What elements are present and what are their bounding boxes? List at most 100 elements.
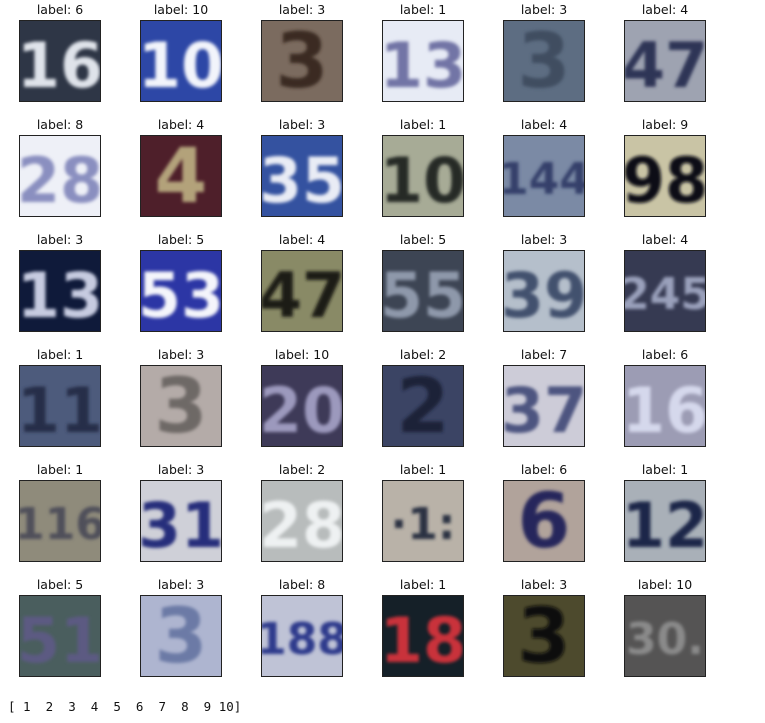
digit-image: ·1: <box>383 481 463 561</box>
sample-cell: label: 6 6 <box>503 462 585 562</box>
house-number-digits: 2 <box>397 366 450 446</box>
sample-cell: label: 2 28 <box>261 462 343 562</box>
digit-thumbnail: 37 <box>503 365 585 447</box>
sample-label: label: 1 <box>36 462 84 477</box>
digit-image: 39 <box>504 251 584 331</box>
sample-label: label: 8 <box>278 577 326 592</box>
sample-cell: label: 1 12 <box>624 462 706 562</box>
digit-image: 51 <box>20 596 100 676</box>
digit-thumbnail: 116 <box>19 480 101 562</box>
digit-thumbnail: 2 <box>382 365 464 447</box>
digit-image: 144 <box>504 136 584 216</box>
digit-thumbnail: 20 <box>261 365 343 447</box>
sample-cell: label: 5 55 <box>382 232 464 332</box>
sample-cell: label: 10 30. <box>624 577 706 677</box>
digit-image: 47 <box>625 21 705 101</box>
digit-thumbnail: 35 <box>261 135 343 217</box>
digit-thumbnail: 47 <box>261 250 343 332</box>
digit-thumbnail: 16 <box>19 20 101 102</box>
digit-image: 55 <box>383 251 463 331</box>
sample-label: label: 3 <box>520 232 568 247</box>
sample-label: label: 1 <box>399 462 447 477</box>
sample-cell: label: 4 144 <box>503 117 585 217</box>
digit-image: 16 <box>625 366 705 446</box>
digit-image: 3 <box>141 596 221 676</box>
house-number-digits: 30. <box>626 614 704 665</box>
sample-label: label: 5 <box>157 232 205 247</box>
digit-thumbnail: ·1: <box>382 480 464 562</box>
digit-image: 11 <box>20 366 100 446</box>
sample-label: label: 6 <box>520 462 568 477</box>
house-number-digits: 37 <box>504 374 584 446</box>
digit-image: 245 <box>625 251 705 331</box>
sample-cell: label: 8 28 <box>19 117 101 217</box>
digit-image: 13 <box>20 251 100 331</box>
digit-image: 28 <box>262 481 342 561</box>
sample-cell: label: 6 16 <box>19 2 101 102</box>
digit-thumbnail: 18 <box>382 595 464 677</box>
sample-label: label: 2 <box>278 462 326 477</box>
digit-thumbnail: 6 <box>503 480 585 562</box>
sample-label: label: 7 <box>520 347 568 362</box>
house-number-digits: 144 <box>504 154 584 205</box>
sample-label: label: 3 <box>520 2 568 17</box>
sample-cell: label: 3 3 <box>503 577 585 677</box>
digit-image: 3 <box>504 21 584 101</box>
sample-label: label: 5 <box>36 577 84 592</box>
sample-cell: label: 3 3 <box>503 2 585 102</box>
sample-label: label: 9 <box>641 117 689 132</box>
sample-label: label: 4 <box>157 117 205 132</box>
digit-image: 47 <box>262 251 342 331</box>
sample-label: label: 3 <box>157 577 205 592</box>
digit-thumbnail: 30. <box>624 595 706 677</box>
sample-label: label: 3 <box>157 347 205 362</box>
house-number-digits: 13 <box>20 259 100 331</box>
sample-label: label: 1 <box>399 2 447 17</box>
sample-cell: label: 3 3 <box>140 577 222 677</box>
sample-label: label: 1 <box>36 347 84 362</box>
sample-cell: label: 3 39 <box>503 232 585 332</box>
sample-label: label: 10 <box>637 577 693 592</box>
digit-thumbnail: 11 <box>19 365 101 447</box>
sample-label: label: 10 <box>153 2 209 17</box>
digit-thumbnail: 3 <box>503 20 585 102</box>
house-number-digits: 6 <box>518 481 571 561</box>
digit-image: 10 <box>383 136 463 216</box>
sample-label: label: 3 <box>36 232 84 247</box>
house-number-digits: 98 <box>625 144 705 216</box>
house-number-digits: 3 <box>276 21 329 101</box>
sample-label: label: 8 <box>36 117 84 132</box>
digit-image: 3 <box>262 21 342 101</box>
sample-cell: label: 7 37 <box>503 347 585 447</box>
sample-label: label: 6 <box>36 2 84 17</box>
digit-thumbnail: 245 <box>624 250 706 332</box>
digit-thumbnail: 3 <box>503 595 585 677</box>
house-number-digits: 55 <box>383 259 463 331</box>
digit-image: 16 <box>20 21 100 101</box>
digit-image: 18 <box>383 596 463 676</box>
digit-image: 188 <box>262 596 342 676</box>
house-number-digits: 3 <box>155 366 208 446</box>
sample-cell: label: 10 20 <box>261 347 343 447</box>
digit-image: 30. <box>625 596 705 676</box>
sample-label: label: 3 <box>278 2 326 17</box>
digit-image: 3 <box>141 366 221 446</box>
digit-image: 98 <box>625 136 705 216</box>
digit-thumbnail: 3 <box>140 595 222 677</box>
sample-cell: label: 1 11 <box>19 347 101 447</box>
digit-thumbnail: 13 <box>382 20 464 102</box>
sample-cell: label: 4 47 <box>624 2 706 102</box>
sample-grid: label: 6 16 label: 10 10 label: 3 3 label: 1 13… <box>19 2 706 677</box>
house-number-digits: 3 <box>155 596 208 676</box>
digit-thumbnail: 28 <box>19 135 101 217</box>
sample-cell: label: 4 47 <box>261 232 343 332</box>
house-number-digits: 47 <box>262 259 342 331</box>
sample-label: label: 2 <box>399 347 447 362</box>
sample-label: label: 1 <box>399 117 447 132</box>
digit-image: 3 <box>504 596 584 676</box>
sample-label: label: 10 <box>274 347 330 362</box>
sample-cell: label: 3 3 <box>261 2 343 102</box>
digit-image: 28 <box>20 136 100 216</box>
sample-label: label: 4 <box>641 232 689 247</box>
sample-cell: label: 3 13 <box>19 232 101 332</box>
